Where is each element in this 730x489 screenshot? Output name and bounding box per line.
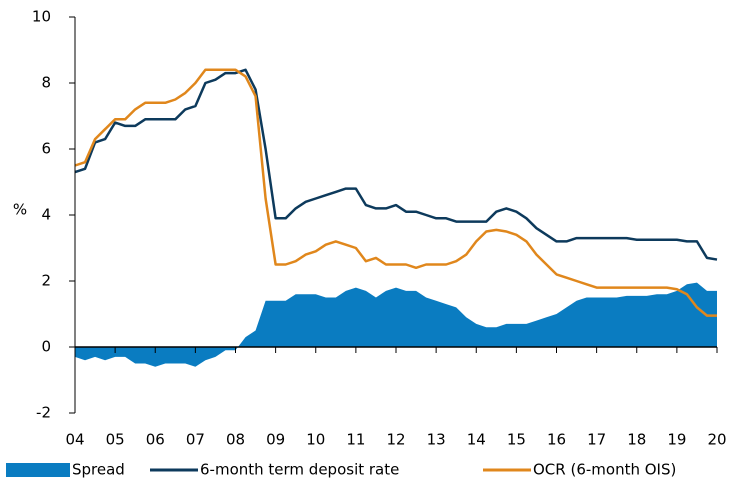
x-tick-label: 10 bbox=[306, 431, 325, 449]
y-tick-label: 0 bbox=[41, 338, 51, 356]
y-tick-label: 6 bbox=[41, 140, 51, 158]
y-tick-label: 10 bbox=[32, 8, 51, 26]
y-tick-label: 4 bbox=[41, 206, 51, 224]
x-tick-label: 15 bbox=[507, 431, 526, 449]
x-tick-label: 12 bbox=[386, 431, 405, 449]
x-tick-label: 08 bbox=[226, 431, 245, 449]
y-tick-label: -2 bbox=[36, 404, 51, 422]
x-tick-label: 07 bbox=[186, 431, 205, 449]
x-tick-label: 04 bbox=[65, 431, 84, 449]
x-tick-label: 06 bbox=[146, 431, 165, 449]
y-tick-label: 2 bbox=[41, 272, 51, 290]
x-tick-label: 13 bbox=[427, 431, 446, 449]
x-tick-label: 09 bbox=[266, 431, 285, 449]
legend-label: Spread bbox=[72, 461, 125, 479]
x-tick-label: 11 bbox=[346, 431, 365, 449]
area bbox=[75, 282, 717, 367]
x-tick-label: 18 bbox=[627, 431, 646, 449]
x-tick-label: 14 bbox=[467, 431, 486, 449]
y-tick-label: 8 bbox=[41, 74, 51, 92]
x-tick-label: 05 bbox=[106, 431, 125, 449]
line bbox=[74, 68, 718, 261]
y-axis-label: % bbox=[13, 201, 27, 219]
legend-label: 6-month term deposit rate bbox=[200, 461, 399, 479]
x-tick-label: 20 bbox=[707, 431, 726, 449]
legend-label: OCR (6-month OIS) bbox=[533, 461, 676, 479]
line bbox=[74, 68, 717, 317]
x-tick-label: 16 bbox=[547, 431, 566, 449]
legend-swatch bbox=[6, 463, 70, 477]
x-tick-label: 19 bbox=[667, 431, 686, 449]
x-tick-label: 17 bbox=[587, 431, 606, 449]
